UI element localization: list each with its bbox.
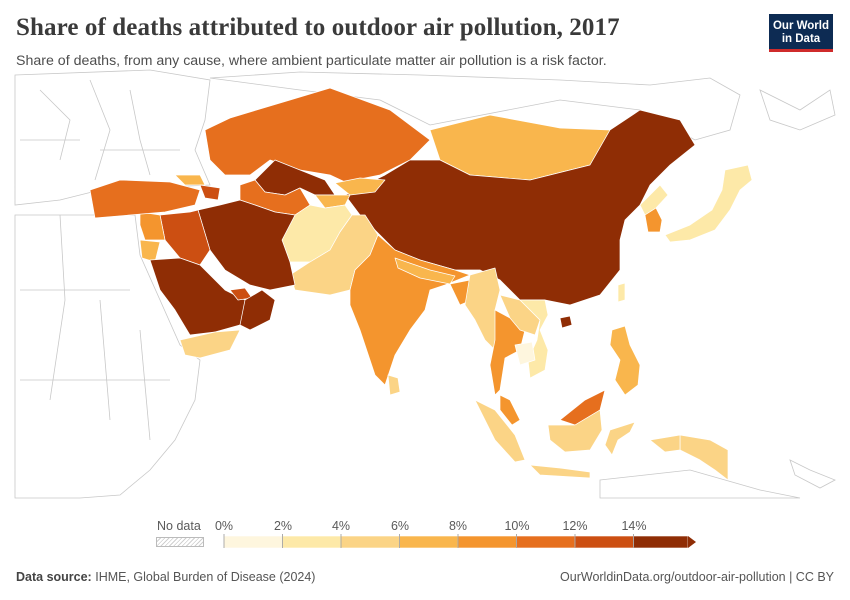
region-malaysia-borneo [559, 389, 606, 426]
land-islands-east [789, 459, 836, 489]
region-kyrgyzstan [334, 177, 386, 196]
chart-subtitle: Share of deaths, from any cause, where a… [16, 53, 607, 69]
region-turkey [89, 179, 201, 219]
legend-bin-0[interactable] [223, 535, 283, 549]
region-indonesia-sulawesi [604, 421, 636, 456]
choropleth-map [14, 69, 836, 499]
legend-bin-3[interactable] [399, 535, 459, 549]
land-africa-borders [20, 214, 170, 441]
land-australia [599, 469, 801, 499]
background-land [14, 69, 836, 499]
logo-line-1: Our World [772, 20, 829, 32]
legend-color-scale [223, 534, 696, 549]
data-source-text: IHME, Global Burden of Disease (2024) [95, 570, 316, 584]
source-url-link[interactable]: OurWorldinData.org/outdoor-air-pollution… [560, 570, 834, 584]
region-syria [139, 211, 166, 241]
region-tajikistan [314, 194, 351, 209]
legend-bin-6[interactable] [574, 535, 634, 549]
region-hainan [559, 315, 573, 329]
land-europe [14, 69, 211, 206]
region-indonesia-papua [649, 434, 681, 453]
legend-tick-2: 2% [273, 519, 293, 533]
legend-arrow [688, 536, 696, 548]
data-source-label: Data source: [16, 570, 92, 584]
region-indonesia-kalimantan [547, 409, 603, 453]
region-oman [239, 289, 276, 331]
region-japan [664, 164, 753, 243]
legend-tick-4: 4% [331, 519, 351, 533]
legend-tick-8: 8% [448, 519, 468, 533]
region-vietnam [519, 299, 549, 379]
legend-tick-10: 10% [504, 519, 530, 533]
owid-logo[interactable]: Our World in Data [769, 14, 833, 52]
region-taiwan [617, 282, 626, 303]
land-kamchatka [759, 89, 836, 131]
legend-bin-4[interactable] [457, 535, 517, 549]
region-cambodia [514, 341, 536, 366]
region-north-korea [639, 184, 669, 216]
region-south-korea [644, 207, 663, 233]
legend-no-data-label: No data [157, 519, 201, 533]
data-source: Data source: IHME, Global Burden of Dise… [16, 570, 315, 584]
legend-no-data-swatch [156, 537, 204, 547]
legend-bin-7[interactable] [633, 535, 689, 549]
region-malaysia-peninsula [499, 394, 521, 426]
region-sri-lanka [387, 374, 401, 396]
country-shapes [89, 87, 753, 481]
legend-tick-0: 0% [214, 519, 234, 533]
logo-line-2: in Data [781, 33, 821, 45]
region-philippines [609, 325, 641, 396]
land-africa [14, 214, 201, 499]
land-siberia [209, 71, 741, 141]
region-iran [197, 199, 296, 291]
legend-bin-5[interactable] [516, 535, 576, 549]
region-georgia [174, 174, 206, 186]
region-indonesia-java [529, 464, 591, 479]
region-jordan [139, 239, 161, 263]
region-indonesia-sumatra [474, 399, 526, 463]
region-azerbaijan [199, 184, 221, 201]
region-yemen [179, 329, 241, 359]
legend-tick-12: 12% [562, 519, 588, 533]
legend-bin-2[interactable] [340, 535, 400, 549]
region-papua-new-guinea [679, 434, 729, 481]
chart-title: Share of deaths attributed to outdoor ai… [16, 14, 620, 41]
legend-tick-14: 14% [621, 519, 647, 533]
legend-bin-1[interactable] [282, 535, 342, 549]
land-europe-borders [20, 79, 180, 181]
legend-tick-6: 6% [390, 519, 410, 533]
region-iraq [159, 209, 211, 266]
